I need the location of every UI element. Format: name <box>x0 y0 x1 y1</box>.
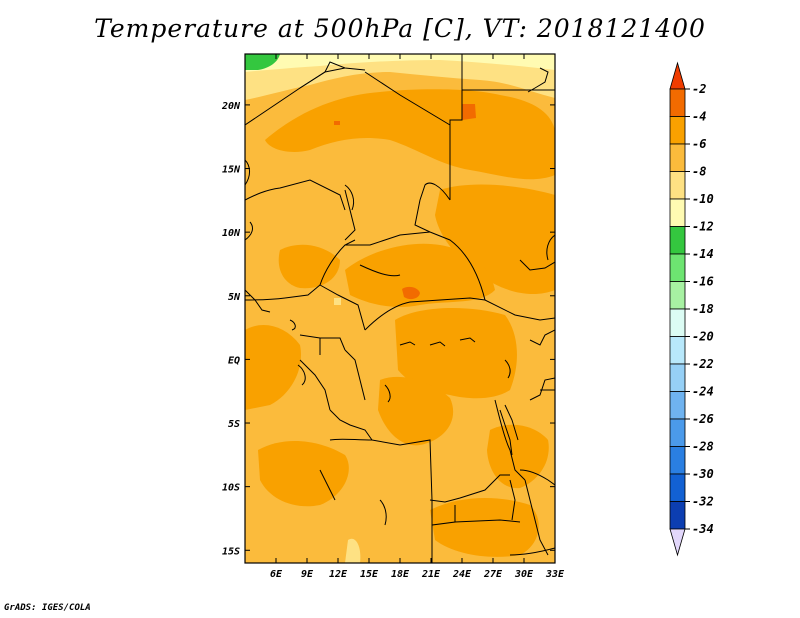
green-spot-northwest <box>245 54 280 70</box>
x-axis-ticks: 6E 9E 12E 15E 18E 21E 24E 27E 30E 33E <box>270 54 565 580</box>
y-tick-label: EQ <box>228 355 240 366</box>
colorbar-label: -28 <box>692 440 714 454</box>
y-tick-label: 20N <box>221 101 241 112</box>
colorbar-swatch <box>669 253 686 282</box>
colorbar-label: -32 <box>692 495 714 509</box>
x-tick-label: 9E <box>301 569 314 580</box>
x-tick-label: 24E <box>452 569 472 580</box>
colorbar-label: -10 <box>692 192 714 206</box>
x-tick-label: 33E <box>545 569 565 580</box>
hot-spot-central <box>402 286 420 300</box>
colorbar-label: -34 <box>692 522 714 536</box>
y-tick-label: 5S <box>228 419 240 430</box>
y-axis-ticks: 20N 15N 10N 5N EQ 5S 10S 15S <box>221 101 555 557</box>
warm-region-angola <box>258 440 349 507</box>
colorbar-label: -4 <box>692 110 706 124</box>
colorbar-swatch <box>669 226 686 255</box>
warm-region-west <box>245 325 301 410</box>
warm-region-congo <box>395 308 517 399</box>
y-tick-label: 5N <box>228 292 241 303</box>
y-tick-label: 10S <box>222 483 240 494</box>
hot-spot-small <box>334 121 340 125</box>
x-tick-label: 27E <box>483 569 503 580</box>
colorbar-swatch <box>669 281 686 310</box>
colorbar-swatch <box>669 473 686 502</box>
x-tick-label: 15E <box>360 569 379 580</box>
colorbar-swatch <box>669 198 686 227</box>
colorbar-label: -18 <box>692 302 714 316</box>
colorbar-swatch <box>669 171 686 200</box>
colorbar-label: -8 <box>692 165 706 179</box>
credit-text: GrADS: IGES/COLA <box>4 603 91 613</box>
colorbar-label: -6 <box>692 137 706 151</box>
colorbar-label: -26 <box>692 412 714 426</box>
colorbar-swatch <box>669 116 686 145</box>
colorbar-label: -20 <box>692 330 714 344</box>
colorbar-label: -2 <box>692 82 706 96</box>
colorbar-bottom-triangle <box>669 528 686 557</box>
colorbar-swatch <box>669 363 686 392</box>
warm-region-nigeria <box>278 244 340 289</box>
colorbar-top-triangle <box>669 61 686 90</box>
colorbar-label: -30 <box>692 467 714 481</box>
colorbar-swatch <box>669 308 686 337</box>
y-tick-label: 10N <box>222 228 241 239</box>
x-tick-label: 6E <box>270 569 283 580</box>
y-tick-label: 15N <box>222 165 241 176</box>
temperature-field <box>245 54 555 563</box>
colorbar-swatch <box>669 391 686 420</box>
warm-region-car <box>345 243 495 307</box>
warm-region-congo-south <box>378 376 454 446</box>
colorbar-label: -14 <box>692 247 714 261</box>
warm-region-southeast <box>430 498 539 557</box>
chart-title: Temperature at 500hPa [C], VT: 201812140… <box>94 14 706 43</box>
x-tick-label: 12E <box>329 569 348 580</box>
cool-spot-south <box>345 538 361 563</box>
cool-spot-center <box>334 298 341 305</box>
colorbar-swatch <box>669 336 686 365</box>
cold-band-north <box>245 54 555 72</box>
colorbar-label: -12 <box>692 220 714 234</box>
y-tick-label: 15S <box>222 546 240 557</box>
colorbar-swatch <box>669 88 686 117</box>
colorbar-label: -16 <box>692 275 714 289</box>
colorbar-label: -24 <box>692 385 714 399</box>
colorbar-swatch <box>669 418 686 447</box>
colorbar: -2 -4 -6 -8 -10 -12 -14 -16 -18 -20 -22 -24 -26 -28 -3… <box>669 61 714 557</box>
x-tick-label: 30E <box>514 569 534 580</box>
colorbar-swatch <box>669 143 686 172</box>
warm-region-chad <box>435 184 555 295</box>
colorbar-swatch <box>669 446 686 475</box>
hot-spot-north <box>462 104 476 120</box>
warm-region-sahara <box>265 89 555 180</box>
x-tick-label: 18E <box>391 569 410 580</box>
x-tick-label: 21E <box>421 569 441 580</box>
boundaries <box>245 54 555 563</box>
colorbar-label: -22 <box>692 357 714 371</box>
colorbar-swatch <box>669 501 686 530</box>
